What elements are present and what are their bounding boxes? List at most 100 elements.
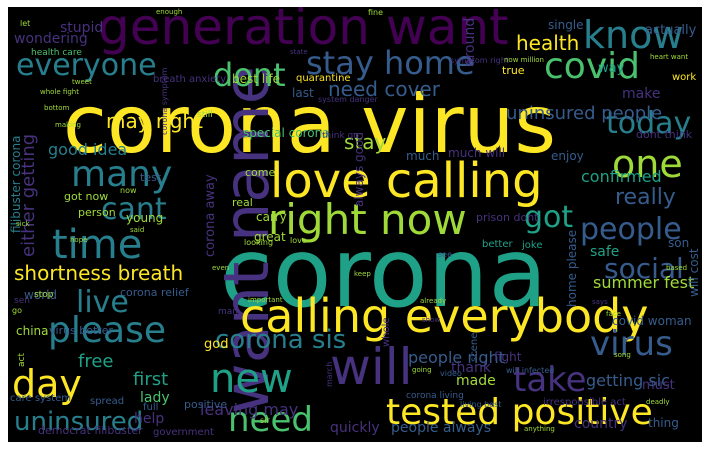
word-looking: looking bbox=[244, 238, 274, 247]
word-generation-want: generation want bbox=[98, 7, 509, 56]
word-democrat-filibuster: democrat filibuster bbox=[38, 424, 143, 437]
word-may-right: may right bbox=[106, 109, 203, 133]
word-health: health bbox=[516, 31, 580, 55]
word-anything: anything bbox=[524, 425, 555, 433]
word-scene: scene bbox=[469, 332, 480, 362]
word-even: even bbox=[212, 264, 230, 272]
word-really: really bbox=[615, 185, 676, 210]
word-right-now: right now bbox=[268, 195, 467, 244]
word-state: state bbox=[290, 48, 308, 56]
word-safe: safe bbox=[590, 244, 620, 260]
word-song: song bbox=[614, 351, 631, 359]
word-free: free bbox=[78, 351, 114, 372]
word-cloud: corona corona virus generation want want… bbox=[8, 7, 702, 442]
word-man: man bbox=[218, 307, 238, 317]
word-know: know bbox=[583, 13, 684, 57]
word-based: based bbox=[666, 264, 688, 272]
word-making: making bbox=[55, 121, 81, 129]
word-special-corona: special corona bbox=[243, 126, 330, 140]
word-test: test bbox=[140, 171, 162, 184]
word-let: let bbox=[20, 19, 31, 28]
word-corona-sis: corona sis bbox=[215, 325, 347, 355]
word-people-right: people right bbox=[408, 348, 505, 367]
word-thing: thing bbox=[648, 416, 679, 430]
word-cant: cant bbox=[101, 192, 167, 227]
word-live: live bbox=[76, 285, 129, 320]
word-sick: sick bbox=[16, 220, 30, 228]
word-face: face bbox=[606, 310, 621, 318]
word-covid: covid bbox=[544, 46, 640, 87]
word-covid-woman: covid woman bbox=[612, 314, 692, 328]
word-actually: actually bbox=[645, 23, 697, 38]
word-please: please bbox=[48, 310, 166, 351]
word-virus: virus bbox=[590, 324, 673, 364]
word-much-will: much will bbox=[448, 146, 506, 160]
word-sen: sen bbox=[14, 296, 30, 306]
word-single: single bbox=[548, 18, 584, 32]
word-system-danger: system danger bbox=[318, 95, 378, 104]
word-enjoy: enjoy bbox=[551, 149, 584, 163]
word-china: china bbox=[16, 324, 49, 338]
word-lady: lady bbox=[140, 390, 170, 406]
word-keep: keep bbox=[354, 270, 371, 278]
word-uninsured: uninsured bbox=[14, 407, 144, 437]
word-will: will bbox=[330, 338, 413, 396]
word-dont-think: dont think bbox=[636, 128, 693, 141]
word-young: young bbox=[126, 211, 164, 225]
word-full: full bbox=[143, 402, 159, 413]
word-quickly: quickly bbox=[330, 420, 380, 436]
word-thank: thank bbox=[451, 360, 491, 376]
word-march: march bbox=[325, 361, 334, 387]
word-uninsured-people: uninsured people bbox=[506, 103, 663, 124]
word-quarantine: quarantine bbox=[296, 73, 351, 84]
word-first: first bbox=[133, 369, 169, 390]
word-video: video bbox=[440, 369, 462, 378]
word-love: love bbox=[290, 236, 307, 245]
word-bottom: bottom bbox=[44, 104, 70, 112]
word-world: world bbox=[24, 288, 58, 302]
word-great: great bbox=[254, 230, 286, 244]
word-corona-relief: corona relief bbox=[120, 286, 189, 299]
word-symptom-right: symptom right bbox=[450, 56, 509, 65]
word-corona-living: corona living bbox=[406, 391, 464, 401]
word-stop: stop bbox=[34, 290, 54, 300]
word-help: help bbox=[134, 411, 165, 427]
word-summer-fest: summer fest bbox=[593, 273, 695, 292]
word-will-cost: will cost bbox=[687, 248, 701, 297]
word-real: real bbox=[232, 196, 253, 209]
word-always-good: always good bbox=[352, 132, 366, 207]
word-hope: hope bbox=[70, 236, 88, 244]
word-good-idea: good idea bbox=[48, 140, 128, 159]
word-dont: dont bbox=[213, 56, 286, 94]
word-love-calling: love calling bbox=[270, 153, 543, 209]
word-true: true bbox=[502, 64, 525, 77]
word-time: time bbox=[52, 222, 143, 268]
word-important: important bbox=[248, 296, 283, 304]
word-breath-anxiety: breath anxiety bbox=[153, 74, 227, 85]
word-everyone: everyone bbox=[16, 48, 157, 83]
word-spread: spread bbox=[90, 396, 125, 407]
word-deadly: deadly bbox=[646, 398, 670, 406]
word-care-system: care system bbox=[10, 393, 72, 404]
word-already: already bbox=[420, 297, 447, 305]
word-make: make bbox=[622, 86, 661, 102]
word-living-best: living best bbox=[460, 400, 502, 409]
word-act: act bbox=[17, 353, 27, 367]
word-one: one bbox=[612, 142, 683, 186]
word-says: says bbox=[592, 298, 608, 306]
word-calling-everybody: calling everybody bbox=[240, 289, 649, 343]
word-filibuster-corona: filibuster corona bbox=[9, 135, 23, 233]
word-people: people bbox=[580, 212, 682, 247]
word-stupid: stupid bbox=[60, 20, 104, 36]
word-virus-better: virus better bbox=[49, 324, 113, 337]
word-way: way bbox=[598, 61, 625, 76]
word-god: god bbox=[204, 337, 229, 352]
word-corona-virus: corona virus bbox=[63, 78, 557, 171]
word-today: today bbox=[606, 106, 692, 141]
word-tested-positive: tested positive bbox=[386, 392, 653, 433]
word-confirmed: confirmed bbox=[581, 167, 662, 186]
word-see: see bbox=[438, 250, 453, 259]
word-health-care: health care bbox=[31, 48, 82, 58]
word-prison-dont: prison dont bbox=[476, 211, 539, 224]
word-now: now bbox=[120, 186, 137, 195]
